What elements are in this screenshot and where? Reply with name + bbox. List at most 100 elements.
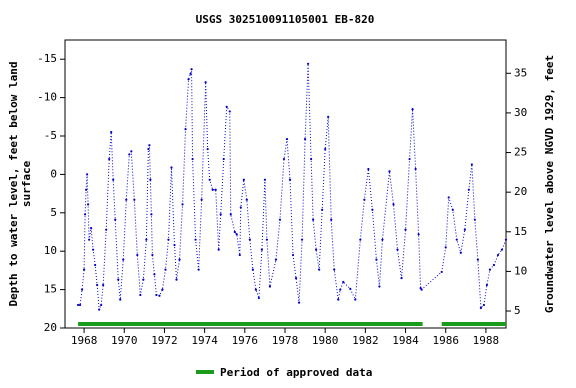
data-point xyxy=(90,227,93,230)
data-point xyxy=(476,258,479,261)
y2-tick-label: 5 xyxy=(514,304,521,317)
data-point xyxy=(147,147,150,151)
x-tick-label: 1982 xyxy=(352,334,379,347)
data-point xyxy=(100,303,103,307)
data-point xyxy=(417,233,420,236)
data-point xyxy=(92,248,95,251)
data-point xyxy=(112,178,115,181)
x-tick-label: 1974 xyxy=(191,334,218,347)
data-point xyxy=(310,157,313,161)
data-point xyxy=(235,233,238,236)
data-point xyxy=(291,253,295,257)
data-point xyxy=(440,270,443,274)
y-tick-label: 20 xyxy=(44,321,57,334)
data-point xyxy=(122,258,125,261)
data-point xyxy=(219,213,222,216)
data-point xyxy=(189,72,192,75)
data-point xyxy=(337,298,340,301)
y-axis-label: surface xyxy=(20,160,33,207)
data-point xyxy=(94,263,97,267)
data-point xyxy=(139,293,142,297)
x-tick-label: 1988 xyxy=(473,334,500,347)
data-point xyxy=(105,228,108,231)
data-point xyxy=(485,283,489,287)
data-point xyxy=(150,213,153,216)
data-point xyxy=(408,157,411,161)
data-point xyxy=(167,238,170,241)
data-point xyxy=(482,303,485,307)
data-point xyxy=(444,246,447,249)
data-point xyxy=(463,228,466,231)
data-point xyxy=(187,78,190,81)
data-point xyxy=(315,248,318,251)
data-point xyxy=(208,178,211,181)
data-point xyxy=(225,105,228,108)
data-point xyxy=(108,157,111,161)
data-point xyxy=(327,115,330,118)
data-point xyxy=(339,288,342,291)
data-point xyxy=(459,251,462,254)
data-point xyxy=(260,248,263,251)
legend-label: Period of approved data xyxy=(220,366,372,379)
data-point xyxy=(248,238,251,241)
data-point xyxy=(142,278,145,281)
x-tick-label: 1976 xyxy=(232,334,259,347)
data-point xyxy=(76,303,80,307)
data-point xyxy=(82,268,86,271)
y-tick-label: 5 xyxy=(50,206,57,219)
data-point xyxy=(229,213,232,216)
x-tick-label: 1968 xyxy=(71,334,98,347)
y2-axis-label: Groundwater level above NGVD 1929, feet xyxy=(543,55,556,313)
data-point xyxy=(98,308,101,311)
plot-frame xyxy=(64,39,507,329)
data-point xyxy=(254,288,257,291)
data-point xyxy=(282,157,286,161)
y-axis-label: Depth to water level, feet below land xyxy=(7,61,20,306)
data-point xyxy=(178,258,181,261)
y2-tick-label: 10 xyxy=(514,264,527,277)
data-point xyxy=(324,147,327,151)
data-point xyxy=(184,127,187,131)
x-tick-label: 1984 xyxy=(392,334,419,347)
data-point xyxy=(371,208,374,211)
data-point xyxy=(158,294,161,297)
data-point xyxy=(312,218,315,221)
data-point xyxy=(303,137,307,141)
data-point xyxy=(148,144,151,147)
data-point xyxy=(307,62,310,65)
data-point xyxy=(300,238,304,241)
data-point xyxy=(110,131,113,134)
data-point xyxy=(451,208,454,211)
data-point xyxy=(164,268,167,271)
y-tick-label: 10 xyxy=(44,244,57,257)
data-point xyxy=(206,147,209,151)
data-point xyxy=(455,238,458,241)
data-point xyxy=(359,238,362,241)
y-tick-label: -15 xyxy=(37,52,57,65)
data-point xyxy=(130,150,133,153)
data-point xyxy=(197,268,200,271)
data-point xyxy=(102,283,105,287)
data-point xyxy=(288,178,292,181)
data-point xyxy=(155,293,158,297)
data-point xyxy=(242,178,245,181)
data-point xyxy=(239,206,242,209)
y-tick-label: -10 xyxy=(37,91,57,104)
data-point xyxy=(354,298,357,301)
data-point xyxy=(285,137,289,141)
data-point xyxy=(265,238,269,241)
x-tick-label: 1972 xyxy=(151,334,178,347)
data-point xyxy=(190,68,193,71)
data-point xyxy=(268,285,272,288)
data-point xyxy=(500,248,504,251)
data-point xyxy=(420,288,423,291)
data-point xyxy=(149,178,152,181)
y2-tick-label: 20 xyxy=(514,185,527,198)
data-point xyxy=(175,278,178,281)
data-point xyxy=(396,248,399,251)
data-point xyxy=(321,208,324,211)
x-tick-label: 1986 xyxy=(432,334,459,347)
data-point xyxy=(128,153,131,156)
data-point xyxy=(278,218,282,221)
